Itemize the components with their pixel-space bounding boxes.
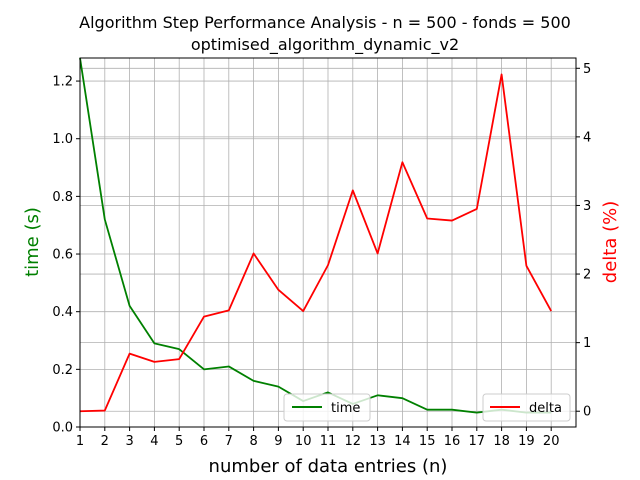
y-axis-left-label: time (s) xyxy=(22,207,43,277)
x-tick-label: 11 xyxy=(320,434,337,449)
y-left-tick-label: 0.8 xyxy=(52,190,73,205)
y-left-tick-label: 0.4 xyxy=(52,305,73,320)
series-line-delta xyxy=(79,73,552,413)
y-left-tick-label: 1.0 xyxy=(52,132,73,147)
legend-time: time xyxy=(283,393,371,422)
grid xyxy=(79,58,576,428)
series-layer xyxy=(79,57,552,414)
x-axis-ticks: 1 2 3 4 5 6 7 8 9 10 11 12 13 14 15 16 17 18 19 20 xyxy=(76,427,560,449)
x-tick-label: 19 xyxy=(518,434,535,449)
legend-time-label: time xyxy=(331,401,360,416)
x-tick-label: 18 xyxy=(493,434,510,449)
y-axis-right-label: delta (%) xyxy=(600,201,621,283)
y-right-tick-label: 4 xyxy=(583,130,591,145)
x-tick-label: 1 xyxy=(76,434,84,449)
legend-delta-label: delta xyxy=(529,401,562,416)
y-left-tick-label: 1.2 xyxy=(52,75,73,90)
x-tick-label: 8 xyxy=(249,434,257,449)
legend-time-box xyxy=(283,393,371,422)
legend-delta-box xyxy=(482,393,571,422)
chart-subtitle: optimised_algorithm_dynamic_v2 xyxy=(191,35,459,55)
x-tick-label: 5 xyxy=(175,434,183,449)
x-tick-label: 20 xyxy=(543,434,560,449)
y-right-tick-label: 5 xyxy=(583,62,591,77)
series-line-time xyxy=(79,57,552,414)
y-axis-right-ticks: 0 1 2 3 4 5 xyxy=(576,62,591,420)
x-tick-label: 12 xyxy=(345,434,362,449)
y-right-tick-label: 3 xyxy=(583,199,591,214)
chart-title: Algorithm Step Performance Analysis - n … xyxy=(79,13,571,32)
x-tick-label: 9 xyxy=(274,434,282,449)
y-left-tick-label: 0.6 xyxy=(52,248,73,263)
x-tick-label: 7 xyxy=(225,434,233,449)
y-axis-left-ticks: 0.0 0.2 0.4 0.6 0.8 1.0 1.2 xyxy=(52,75,80,436)
x-tick-label: 2 xyxy=(101,434,109,449)
x-tick-label: 6 xyxy=(200,434,208,449)
y-right-tick-label: 2 xyxy=(583,268,591,283)
x-tick-label: 3 xyxy=(125,434,133,449)
x-tick-label: 16 xyxy=(444,434,461,449)
y-right-tick-label: 1 xyxy=(583,336,591,351)
x-tick-label: 13 xyxy=(369,434,386,449)
y-left-tick-label: 0.2 xyxy=(52,363,73,378)
x-tick-label: 17 xyxy=(469,434,486,449)
x-axis-label: number of data entries (n) xyxy=(209,456,448,477)
legend-delta: delta xyxy=(482,393,571,422)
y-left-tick-label: 0.0 xyxy=(52,421,73,436)
y-right-tick-label: 0 xyxy=(583,405,591,420)
x-tick-label: 14 xyxy=(394,434,411,449)
x-tick-label: 15 xyxy=(419,434,436,449)
x-tick-label: 10 xyxy=(295,434,312,449)
x-tick-label: 4 xyxy=(150,434,158,449)
